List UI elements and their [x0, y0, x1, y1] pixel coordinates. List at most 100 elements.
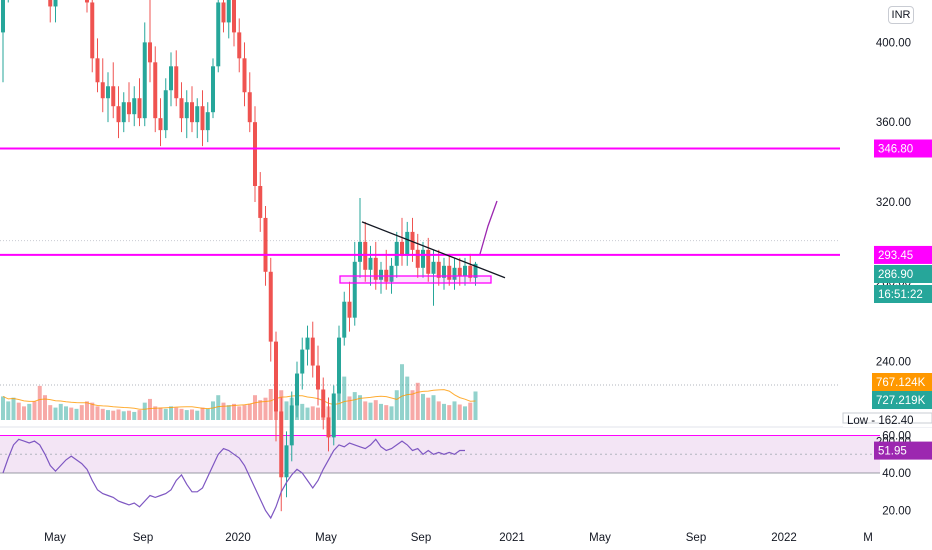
volume-bar — [37, 385, 42, 420]
level-label-293[interactable]: 293.45 — [874, 245, 932, 264]
candle-body — [389, 265, 394, 282]
price-axis[interactable]: 520.00480.00440.00400.00360.00320.00280.… — [842, 0, 932, 518]
candle-body — [421, 249, 425, 268]
candle — [242, 42, 247, 107]
volume-bar — [137, 410, 142, 420]
volume-bar — [436, 401, 441, 420]
candle — [111, 62, 116, 119]
volume-ma-label[interactable]: 727.219K — [872, 391, 932, 409]
candle — [179, 82, 184, 133]
candle-body — [305, 337, 310, 350]
volume-label[interactable]: 767.124K — [872, 373, 932, 391]
candle-body — [253, 122, 257, 187]
level-label-346[interactable]: 346.80 — [874, 139, 932, 158]
currency-badge[interactable]: INR — [888, 6, 914, 24]
candle-body — [452, 267, 457, 280]
low-label[interactable]: Low - 162.40 — [842, 412, 932, 427]
last-price-label[interactable]: 286.90 — [874, 265, 932, 283]
volume-bar — [394, 390, 399, 420]
candle — [347, 281, 352, 332]
rsi-band — [0, 435, 880, 474]
candle-body — [289, 405, 294, 446]
candle-body — [179, 98, 184, 119]
volume-bar — [74, 408, 79, 420]
candle — [431, 249, 436, 306]
volume-bar — [121, 411, 126, 420]
volume-bar — [442, 403, 446, 420]
time-tick-label: Sep — [133, 532, 153, 544]
volume-bar — [237, 406, 242, 420]
time-axis[interactable]: May Sep 2020 May Sep 2021 May Sep 2022 M — [44, 532, 873, 544]
countdown-label[interactable]: 16:51:22 — [874, 285, 932, 303]
volume-bar — [379, 403, 383, 420]
grid-lines — [0, 240, 932, 428]
candle-body — [447, 265, 452, 280]
candle-body — [400, 241, 404, 256]
candle-body — [1, 0, 5, 33]
consolidation-box[interactable] — [339, 275, 492, 284]
volume-bar — [242, 405, 247, 420]
level-label-293-text: 293.45 — [878, 250, 913, 262]
volume-bar — [457, 404, 462, 420]
candle — [1, 0, 5, 83]
volume-bar — [111, 410, 116, 420]
candle-body — [237, 32, 242, 59]
volume-bar — [431, 395, 436, 420]
candle-body — [436, 261, 441, 278]
candle-body — [415, 249, 420, 268]
candle-body — [468, 265, 473, 278]
volume-bar — [421, 393, 425, 420]
volume-bar — [200, 407, 205, 420]
candle-body — [258, 186, 263, 218]
time-tick-label: 2021 — [499, 532, 525, 544]
candle-body — [163, 90, 168, 131]
candle — [190, 86, 194, 133]
volume-bar — [69, 407, 74, 420]
candle-body — [442, 265, 446, 278]
drawing-tools[interactable] — [339, 200, 506, 284]
candle — [468, 253, 473, 282]
countdown-label-text: 16:51:22 — [878, 289, 923, 301]
breakout-projection-line[interactable] — [479, 200, 498, 255]
candle-body — [90, 2, 95, 59]
volume-bar — [316, 407, 320, 420]
rsi-tick-label: 40.00 — [882, 468, 911, 480]
candle-body — [211, 66, 215, 113]
candle — [48, 0, 53, 23]
time-tick-label: M — [863, 532, 873, 544]
trendline-drawing[interactable] — [361, 221, 506, 279]
rsi-value-label[interactable]: 51.95 — [874, 441, 932, 460]
candle-body — [190, 102, 194, 123]
time-tick-label: Sep — [686, 532, 706, 544]
volume-label-text: 767.124K — [876, 377, 926, 389]
volume-bar — [174, 407, 179, 420]
candle-body — [53, 0, 58, 7]
rsi-line — [2, 438, 465, 520]
volume-bar — [247, 403, 252, 420]
time-tick-label: May — [315, 532, 337, 544]
candle — [253, 106, 257, 202]
volume-bar — [85, 401, 89, 420]
level-label-346-text: 346.80 — [878, 143, 913, 155]
volume-bar — [337, 392, 341, 420]
candle-body — [310, 337, 315, 366]
candle-body — [195, 106, 200, 123]
candle-body — [85, 0, 89, 3]
volume-bar — [305, 407, 310, 420]
candle-body — [274, 341, 278, 412]
volume-bar — [463, 406, 467, 420]
time-tick-label: Sep — [411, 532, 431, 544]
low-label-bg — [842, 412, 932, 424]
candle — [274, 331, 278, 442]
candle — [368, 245, 373, 286]
candle — [226, 0, 231, 39]
time-tick-label: May — [44, 532, 66, 544]
candle-body — [148, 42, 152, 63]
candle-body — [368, 257, 373, 270]
horizontal-levels[interactable] — [0, 0, 840, 256]
volume-ma-label-bg — [872, 391, 932, 409]
candle — [205, 102, 210, 143]
volume-bar — [95, 406, 100, 420]
candle — [421, 241, 425, 278]
